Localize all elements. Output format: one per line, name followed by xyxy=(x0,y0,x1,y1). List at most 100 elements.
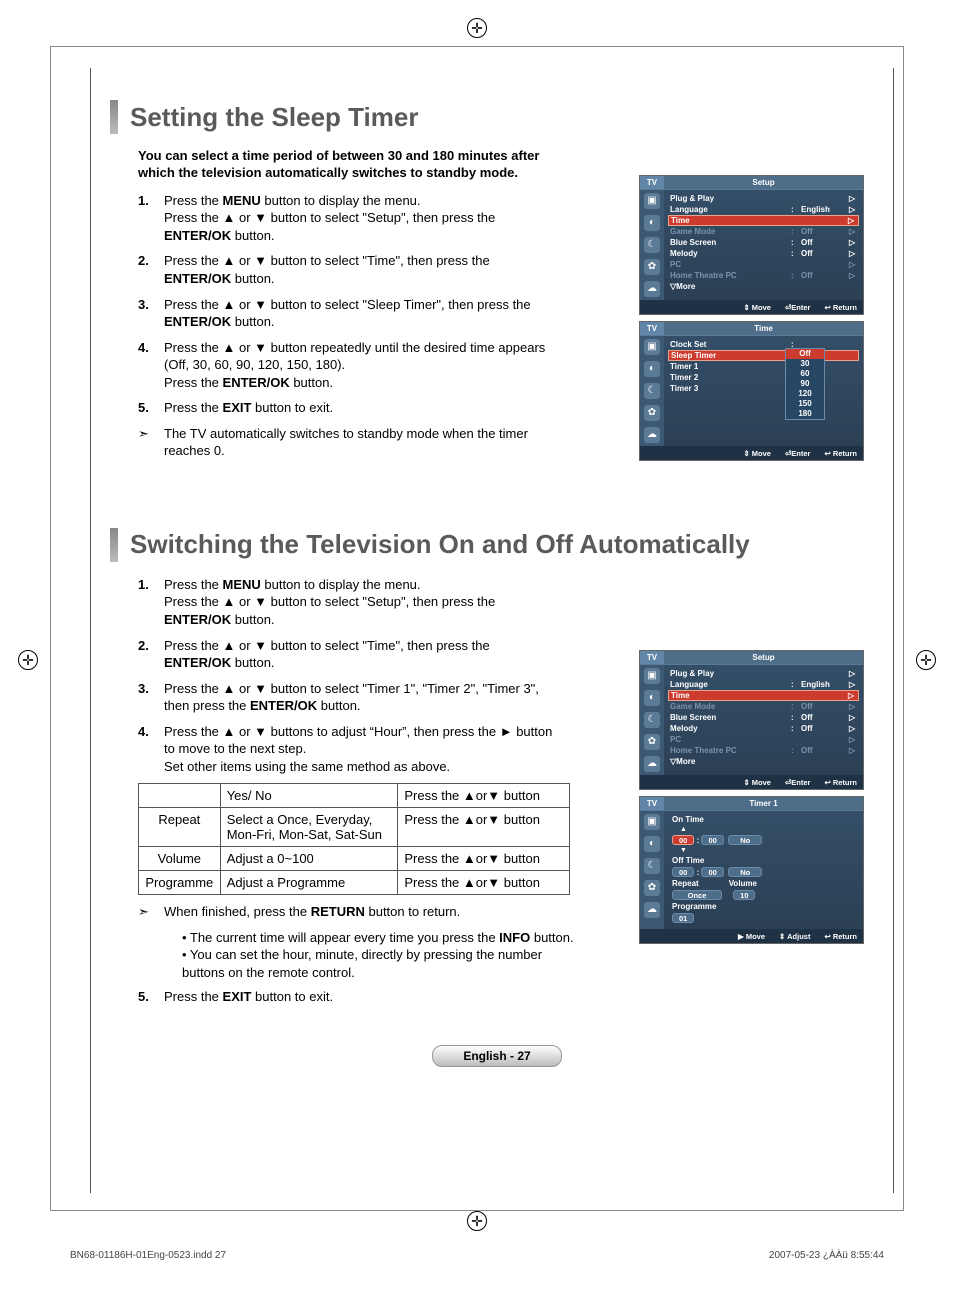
steps-list: 1.Press the MENU button to display the m… xyxy=(138,192,558,460)
osd-category-icon: ▣ xyxy=(644,193,660,209)
osd-menu-item[interactable]: Time▷ xyxy=(668,215,859,226)
osd-category-icon: ▣ xyxy=(644,814,660,830)
osd-hint: ↩ Return xyxy=(824,303,857,312)
osd-menu-item[interactable]: Clock Set: xyxy=(670,339,857,350)
section-title: Setting the Sleep Timer xyxy=(110,100,884,134)
osd-footer: ▶ Move⇕ Adjust↩ Return xyxy=(640,929,863,943)
note-text: When finished, press the RETURN button t… xyxy=(164,903,558,921)
osd-dropdown-option[interactable]: 30 xyxy=(786,359,824,369)
osd-menu-item[interactable]: Language:English▷ xyxy=(670,204,857,215)
sub-bullets: • The current time will appear every tim… xyxy=(182,929,582,982)
osd-menu-item[interactable]: Sleep Timer: xyxy=(668,350,859,361)
osd-menu-item[interactable]: Game Mode:Off▷ xyxy=(670,701,857,712)
osd-dropdown[interactable]: Off306090120150180 xyxy=(785,348,825,420)
step-body: Press the ▲ or ▼ button to select "Sleep… xyxy=(164,296,558,331)
osd-category-icon: ☾ xyxy=(644,712,660,728)
osd-items: On Time▲00 : 00 No▼Off Time00 : 00 NoRep… xyxy=(664,811,863,929)
osd-menu-item[interactable]: Plug & Play▷ xyxy=(670,193,857,204)
osd-menu-item[interactable]: Timer 1: xyxy=(670,361,857,372)
osd-category-icon: ☾ xyxy=(644,858,660,874)
step-number: 4. xyxy=(138,339,164,392)
osd-menu-item[interactable]: Language:English▷ xyxy=(670,679,857,690)
state-field[interactable]: No xyxy=(728,867,762,877)
table-cell: Repeat xyxy=(139,808,221,847)
on-time-label: On Time xyxy=(672,815,855,824)
repeat-label: Repeat xyxy=(672,879,699,888)
osd-dropdown-option[interactable]: 120 xyxy=(786,389,824,399)
steps-list: ➣ When finished, press the RETURN button… xyxy=(138,903,558,921)
osd-category-icon: ✿ xyxy=(644,880,660,896)
osd-hint: ⏎Enter xyxy=(785,778,810,787)
note-arrow-icon: ➣ xyxy=(138,903,164,921)
osd-menu-item[interactable]: Timer 2: xyxy=(670,372,857,383)
osd-dropdown-option[interactable]: 90 xyxy=(786,379,824,389)
print-footer: BN68-01186H-01Eng-0523.indd 27 2007-05-2… xyxy=(70,1250,884,1261)
osd-category-icon: ◐ xyxy=(644,215,660,231)
osd-figures-2: TVSetup▣◐☾✿☁Plug & Play▷Language:English… xyxy=(639,650,864,950)
heading-sleep-timer: Setting the Sleep Timer xyxy=(130,102,418,133)
osd-category-icon: ☁ xyxy=(644,427,660,443)
table-cell: Press the ▲or▼ button xyxy=(398,871,570,895)
step-body: Press the MENU button to display the men… xyxy=(164,192,558,245)
osd-hint: ⏎Enter xyxy=(785,303,810,312)
osd-menu-item[interactable]: ▽More xyxy=(670,281,857,292)
osd-timer1-panel: TVTimer 1▣◐☾✿☁On Time▲00 : 00 No▼Off Tim… xyxy=(639,796,864,944)
osd-menu-item[interactable]: Blue Screen:Off▷ xyxy=(670,712,857,723)
minute-field[interactable]: 00 xyxy=(701,867,723,877)
step-body: Press the ▲ or ▼ buttons to adjust “Hour… xyxy=(164,723,558,776)
step-number: 2. xyxy=(138,252,164,287)
step-body: Press the MENU button to display the men… xyxy=(164,576,558,629)
osd-title: Setup xyxy=(664,651,863,664)
hour-field[interactable]: 00 xyxy=(672,867,694,877)
step-number: 3. xyxy=(138,680,164,715)
osd-hint: ⇕ Move xyxy=(743,449,771,458)
programme-field[interactable]: 01 xyxy=(672,913,694,923)
osd-menu-item[interactable]: Home Theatre PC:Off▷ xyxy=(670,745,857,756)
osd-menu-item[interactable]: Plug & Play▷ xyxy=(670,668,857,679)
step-body: Press the ▲ or ▼ button to select "Time"… xyxy=(164,637,558,672)
programme-label: Programme xyxy=(672,902,855,911)
minute-field[interactable]: 00 xyxy=(701,835,723,845)
osd-menu-item[interactable]: Melody:Off▷ xyxy=(670,723,857,734)
osd-tv-label: TV xyxy=(640,176,664,189)
hour-field[interactable]: 00 xyxy=(672,835,694,845)
table-cell: Press the ▲or▼ button xyxy=(398,784,570,808)
step-number: 4. xyxy=(138,723,164,776)
arrow-down-icon: ▼ xyxy=(680,847,855,854)
osd-menu-item[interactable]: Timer 3: xyxy=(670,383,857,394)
osd-menu-item[interactable]: Time▷ xyxy=(668,690,859,701)
osd-menu-item[interactable]: PC▷ xyxy=(670,259,857,270)
osd-title: Timer 1 xyxy=(664,797,863,810)
osd-setup-panel: TVSetup▣◐☾✿☁Plug & Play▷Language:English… xyxy=(639,650,864,790)
osd-figures-1: TVSetup▣◐☾✿☁Plug & Play▷Language:English… xyxy=(639,175,864,467)
section-title: Switching the Television On and Off Auto… xyxy=(110,528,884,562)
osd-hint: ↩ Return xyxy=(824,778,857,787)
osd-menu-item[interactable]: Melody:Off▷ xyxy=(670,248,857,259)
osd-dropdown-option[interactable]: 180 xyxy=(786,409,824,419)
osd-menu-item[interactable]: Home Theatre PC:Off▷ xyxy=(670,270,857,281)
page-number-label: English - 27 xyxy=(432,1045,562,1067)
osd-time-panel: TVTime▣◐☾✿☁Clock Set:Sleep Timer:Timer 1… xyxy=(639,321,864,461)
title-bar-icon xyxy=(110,100,118,134)
osd-menu-item[interactable]: PC▷ xyxy=(670,734,857,745)
table-cell: Programme xyxy=(139,871,221,895)
osd-dropdown-option[interactable]: Off xyxy=(786,349,824,359)
step-number: 3. xyxy=(138,296,164,331)
osd-menu-item[interactable]: Blue Screen:Off▷ xyxy=(670,237,857,248)
state-field[interactable]: No xyxy=(728,835,762,845)
osd-items: Plug & Play▷Language:English▷Time▷Game M… xyxy=(664,190,863,300)
osd-category-icon: ✿ xyxy=(644,734,660,750)
volume-label: Volume xyxy=(729,879,757,888)
osd-dropdown-option[interactable]: 150 xyxy=(786,399,824,409)
repeat-field[interactable]: Once xyxy=(672,890,722,900)
step-body: The TV automatically switches to standby… xyxy=(164,425,558,460)
osd-dropdown-option[interactable]: 60 xyxy=(786,369,824,379)
osd-hint: ↩ Return xyxy=(824,932,857,941)
osd-menu-item[interactable]: Game Mode:Off▷ xyxy=(670,226,857,237)
steps-list: 1.Press the MENU button to display the m… xyxy=(138,576,558,775)
footer-date: 2007-05-23 ¿ÀÀü 8:55:44 xyxy=(769,1250,884,1261)
osd-menu-item[interactable]: ▽More xyxy=(670,756,857,767)
osd-category-icon: ◐ xyxy=(644,836,660,852)
osd-title: Time xyxy=(664,322,863,335)
volume-field[interactable]: 10 xyxy=(733,890,755,900)
